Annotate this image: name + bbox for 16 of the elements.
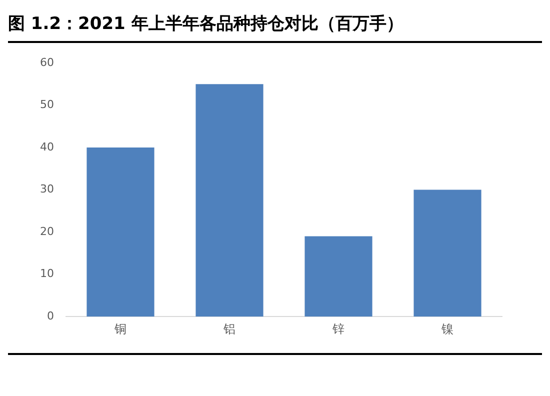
x-tick-label: 锌 [332,322,344,336]
bar [304,236,372,317]
y-tick-label: 60 [40,56,54,69]
bar [414,190,482,317]
y-tick-label: 30 [40,182,54,196]
y-tick-label: 50 [40,98,54,112]
bar [196,84,264,317]
y-tick-label: 40 [40,140,54,154]
x-tick-label: 铜 [113,322,126,336]
y-tick-label: 10 [40,267,54,280]
y-tick-label: 0 [46,309,54,322]
x-tick-label: 镍 [440,322,454,336]
bar [86,148,154,317]
chart-title: 图 1.2：2021 年上半年各品种持仓对比（百万手） [8,12,542,43]
y-tick-label: 20 [40,224,54,238]
x-tick-label: 铝 [222,322,236,336]
